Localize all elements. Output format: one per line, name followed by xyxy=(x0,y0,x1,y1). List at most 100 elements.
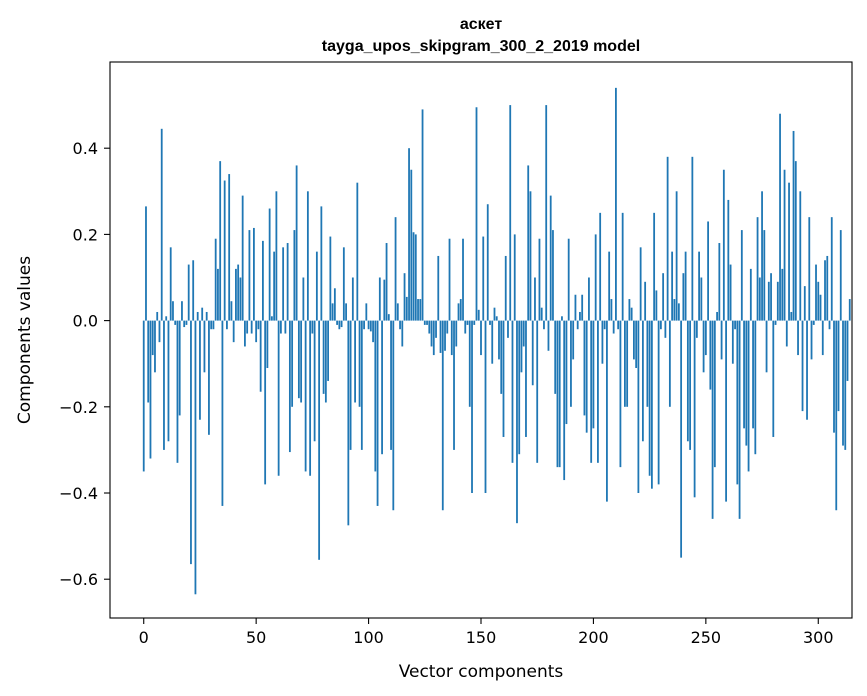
bar xyxy=(273,251,276,321)
bar xyxy=(306,191,309,321)
bar xyxy=(707,221,709,321)
bar xyxy=(426,320,428,325)
bar xyxy=(295,165,298,321)
bar xyxy=(347,320,350,526)
bar xyxy=(291,320,294,407)
bar xyxy=(626,320,629,407)
bar xyxy=(151,320,154,356)
bar xyxy=(486,204,489,321)
bar xyxy=(203,320,206,373)
bar xyxy=(545,105,548,321)
bar xyxy=(520,320,523,373)
bar xyxy=(288,320,291,453)
bar xyxy=(230,301,233,321)
bar xyxy=(664,320,667,338)
bar xyxy=(369,320,372,332)
chart-title-line2: tayga_upos_skipgram_300_2_2019 model xyxy=(322,38,640,55)
bar xyxy=(279,320,282,334)
bar xyxy=(239,277,242,321)
bar xyxy=(473,320,476,325)
bar xyxy=(448,238,451,321)
bar xyxy=(819,294,822,321)
bar xyxy=(158,320,161,343)
bar xyxy=(475,107,478,321)
bar xyxy=(149,320,152,459)
bar xyxy=(500,320,503,394)
bar xyxy=(293,230,296,321)
bar xyxy=(619,320,622,468)
bar xyxy=(615,87,617,321)
bar xyxy=(612,320,615,334)
bar xyxy=(340,320,343,328)
bar xyxy=(821,320,824,356)
bar xyxy=(727,199,730,321)
bar xyxy=(561,316,563,321)
bar xyxy=(574,294,577,321)
bar xyxy=(219,161,222,321)
bar xyxy=(662,273,665,321)
bar xyxy=(165,316,168,321)
bar xyxy=(621,212,624,321)
bar xyxy=(610,299,613,321)
bar xyxy=(228,174,231,321)
bar xyxy=(736,320,739,485)
bar xyxy=(581,294,584,321)
bar xyxy=(284,320,287,334)
bar xyxy=(711,320,714,519)
bar xyxy=(187,264,190,321)
bar xyxy=(797,320,799,356)
bar xyxy=(178,320,181,416)
bar xyxy=(785,320,788,347)
bar xyxy=(457,303,460,321)
bar xyxy=(824,260,826,321)
bar xyxy=(783,169,786,321)
bar xyxy=(365,303,368,321)
bar xyxy=(799,191,802,321)
bar xyxy=(567,238,570,321)
bar xyxy=(399,320,401,330)
bar xyxy=(531,320,534,386)
bar xyxy=(758,277,761,321)
bar xyxy=(579,311,581,321)
bar xyxy=(779,113,781,321)
bar xyxy=(259,320,262,392)
bar xyxy=(253,227,255,321)
bar xyxy=(826,255,829,321)
bar xyxy=(846,320,849,381)
x-tick-label: 200 xyxy=(578,628,609,647)
bar xyxy=(167,320,170,442)
bar xyxy=(405,296,408,321)
bar xyxy=(354,320,356,403)
bar xyxy=(630,307,633,321)
bar xyxy=(554,320,557,394)
bar xyxy=(331,303,334,321)
bar xyxy=(588,277,590,321)
bar xyxy=(477,309,480,321)
x-axis-ticks: 0 50 100 150 200 250 300 xyxy=(139,618,834,647)
bar xyxy=(356,182,359,321)
bar xyxy=(675,191,678,321)
bar xyxy=(430,320,433,347)
bar xyxy=(169,247,172,321)
bar xyxy=(351,277,354,321)
bar xyxy=(671,251,674,321)
bar xyxy=(810,320,813,360)
bar xyxy=(502,320,505,437)
bar xyxy=(444,320,446,351)
bar xyxy=(309,320,312,476)
bar xyxy=(597,320,599,463)
bar xyxy=(752,320,754,429)
bar xyxy=(738,320,741,519)
bar xyxy=(702,320,705,373)
bar xyxy=(255,320,258,343)
bar xyxy=(423,320,426,325)
bar xyxy=(534,277,536,321)
bar xyxy=(268,208,271,321)
bar xyxy=(142,320,145,472)
bar xyxy=(419,299,422,321)
bar xyxy=(565,320,568,425)
bar xyxy=(241,195,244,321)
bar xyxy=(208,320,210,435)
bar xyxy=(235,268,237,321)
bar xyxy=(745,320,748,446)
